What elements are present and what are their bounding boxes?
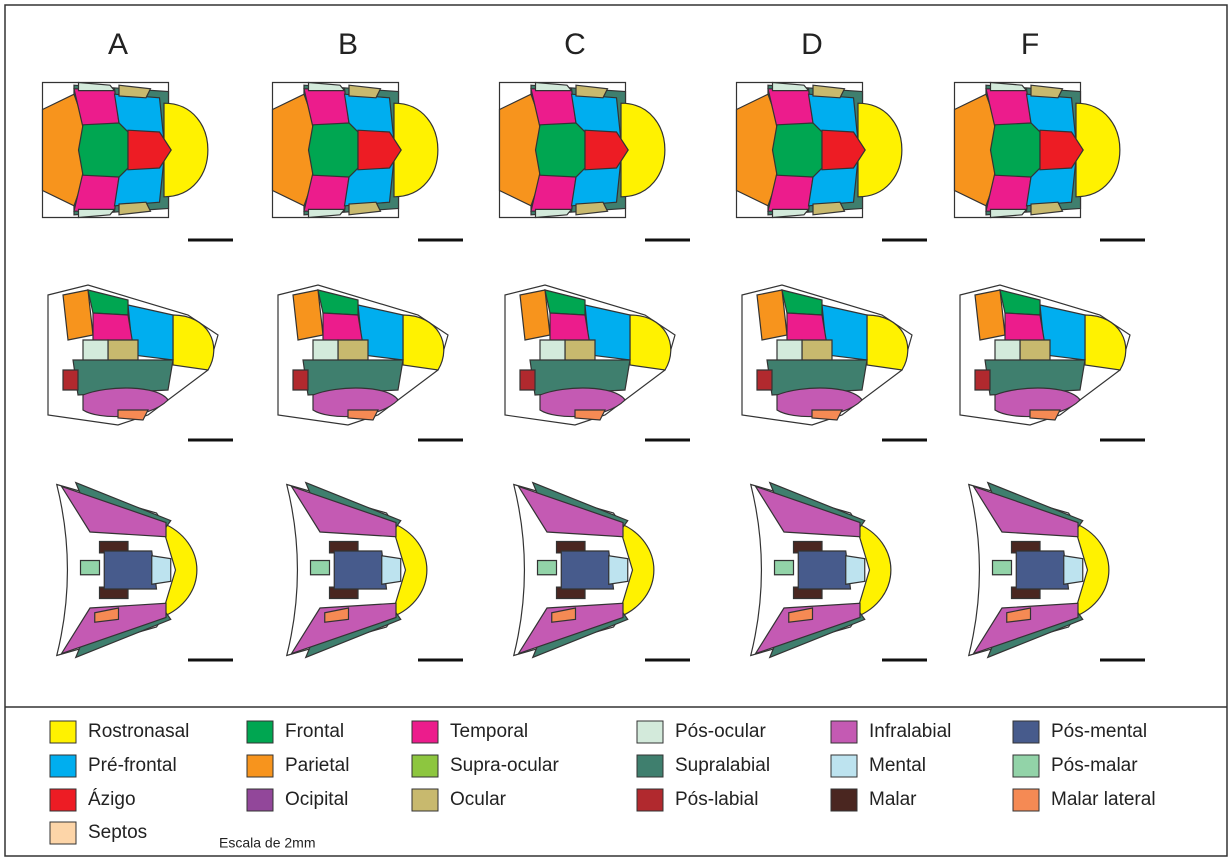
- legend-label: Septos: [88, 822, 147, 843]
- scale-plate: [1016, 551, 1068, 589]
- legend-swatch: [247, 789, 273, 811]
- scale-plate: [1064, 556, 1083, 585]
- legend-label: Pré-frontal: [88, 755, 177, 776]
- legend-swatch: [247, 721, 273, 743]
- legend-label: Pós-labial: [675, 789, 758, 810]
- scale-plate: [773, 123, 823, 177]
- legend-label: Malar lateral: [1051, 789, 1156, 810]
- legend-label: Infralabial: [869, 721, 951, 742]
- legend-swatch: [637, 755, 663, 777]
- scale-plate: [757, 290, 787, 340]
- legend-swatch: [831, 789, 857, 811]
- legend-label: Frontal: [285, 721, 344, 742]
- scale-note: Escala de 2mm: [219, 835, 315, 851]
- scale-plate: [609, 556, 628, 585]
- scale-plate: [348, 410, 378, 420]
- legend-swatch: [637, 789, 663, 811]
- legend-swatch: [412, 755, 438, 777]
- legend-swatch: [50, 721, 76, 743]
- legend-swatch: [50, 789, 76, 811]
- legend-swatch: [1013, 755, 1039, 777]
- legend-swatch: [247, 755, 273, 777]
- legend-swatch: [1013, 721, 1039, 743]
- scale-plate: [104, 551, 156, 589]
- scale-plate: [293, 290, 323, 340]
- scale-plate: [63, 290, 93, 340]
- legend-label: Rostronasal: [88, 721, 189, 742]
- scale-plate: [975, 370, 990, 390]
- scale-plate: [798, 551, 850, 589]
- legend-label: Pós-mental: [1051, 721, 1147, 742]
- legend-swatch: [831, 721, 857, 743]
- scale-plate: [757, 370, 772, 390]
- panel-label: C: [564, 28, 586, 61]
- panel-label: A: [108, 28, 128, 61]
- scale-plate: [79, 123, 129, 177]
- legend-label: Pós-ocular: [675, 721, 766, 742]
- scale-plate: [152, 556, 171, 585]
- scale-plate: [81, 561, 100, 575]
- panel-label: F: [1021, 28, 1039, 61]
- scale-plate: [993, 561, 1012, 575]
- legend-swatch: [1013, 789, 1039, 811]
- legend-label: Mental: [869, 755, 926, 776]
- legend-swatch: [637, 721, 663, 743]
- legend-swatch: [831, 755, 857, 777]
- scale-plate: [812, 410, 842, 420]
- scale-plate: [334, 551, 386, 589]
- figure: A B C D F Rostronasal Pré-frontal Ázigo Septos F…: [0, 0, 1232, 861]
- scale-plate: [975, 290, 1005, 340]
- scale-plate: [575, 410, 605, 420]
- scale-plate: [520, 290, 550, 340]
- legend-label: Ázigo: [88, 789, 136, 810]
- scale-plate: [63, 370, 78, 390]
- legend-label: Pós-malar: [1051, 755, 1138, 776]
- scale-plate: [561, 551, 613, 589]
- scale-plate: [311, 561, 330, 575]
- scale-plate: [1030, 410, 1060, 420]
- scale-plate: [846, 556, 865, 585]
- legend-label: Temporal: [450, 721, 528, 742]
- legend-label: Supra-ocular: [450, 755, 559, 776]
- legend-label: Malar: [869, 789, 917, 810]
- legend-swatch: [412, 721, 438, 743]
- legend-swatch: [412, 789, 438, 811]
- scale-plate: [118, 410, 148, 420]
- legend-label: Supralabial: [675, 755, 770, 776]
- scale-plate: [536, 123, 586, 177]
- scale-plate: [520, 370, 535, 390]
- scale-plate: [538, 561, 557, 575]
- scale-plate: [293, 370, 308, 390]
- legend-label: Parietal: [285, 755, 349, 776]
- legend-swatch: [50, 755, 76, 777]
- scale-plate: [382, 556, 401, 585]
- legend-label: Ocipital: [285, 789, 348, 810]
- panel-label: D: [801, 28, 823, 61]
- legend-swatch: [50, 822, 76, 844]
- scale-plate: [775, 561, 794, 575]
- legend-label: Ocular: [450, 789, 507, 810]
- scale-plate: [991, 123, 1041, 177]
- scale-plate: [309, 123, 359, 177]
- panel-label: B: [338, 28, 358, 61]
